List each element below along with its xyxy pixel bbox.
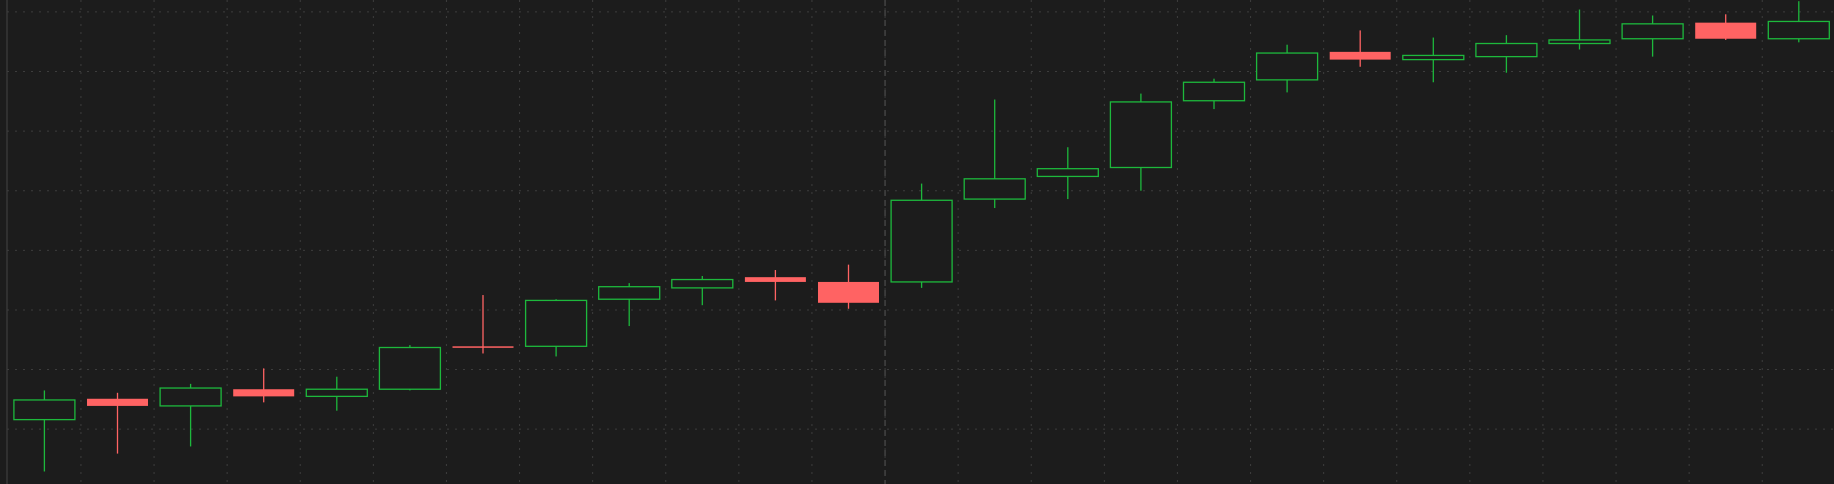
candle-body [1329,51,1391,60]
candle-body [452,346,514,348]
candle-body [1109,101,1173,169]
candle-body [233,389,295,397]
candle-body [818,281,879,303]
candle-body [744,277,806,282]
candle-body [1621,23,1684,40]
candle-body [1036,168,1099,178]
candle-body [305,388,368,398]
candle-body [598,286,661,300]
candle-body [1695,22,1757,39]
candle-body [1255,52,1319,81]
candle-body [524,299,588,347]
candle-body [1548,39,1611,45]
candle-body [378,346,442,390]
candle-body [1475,42,1538,58]
candle-body [87,398,148,406]
candle-body [13,399,76,421]
candle-body [671,278,734,289]
candle-body [159,387,222,407]
candle-body [890,199,953,283]
candle-body [963,178,1026,200]
candle-body [1182,81,1246,102]
candle-body [1402,54,1465,61]
candle-body [1767,20,1830,40]
